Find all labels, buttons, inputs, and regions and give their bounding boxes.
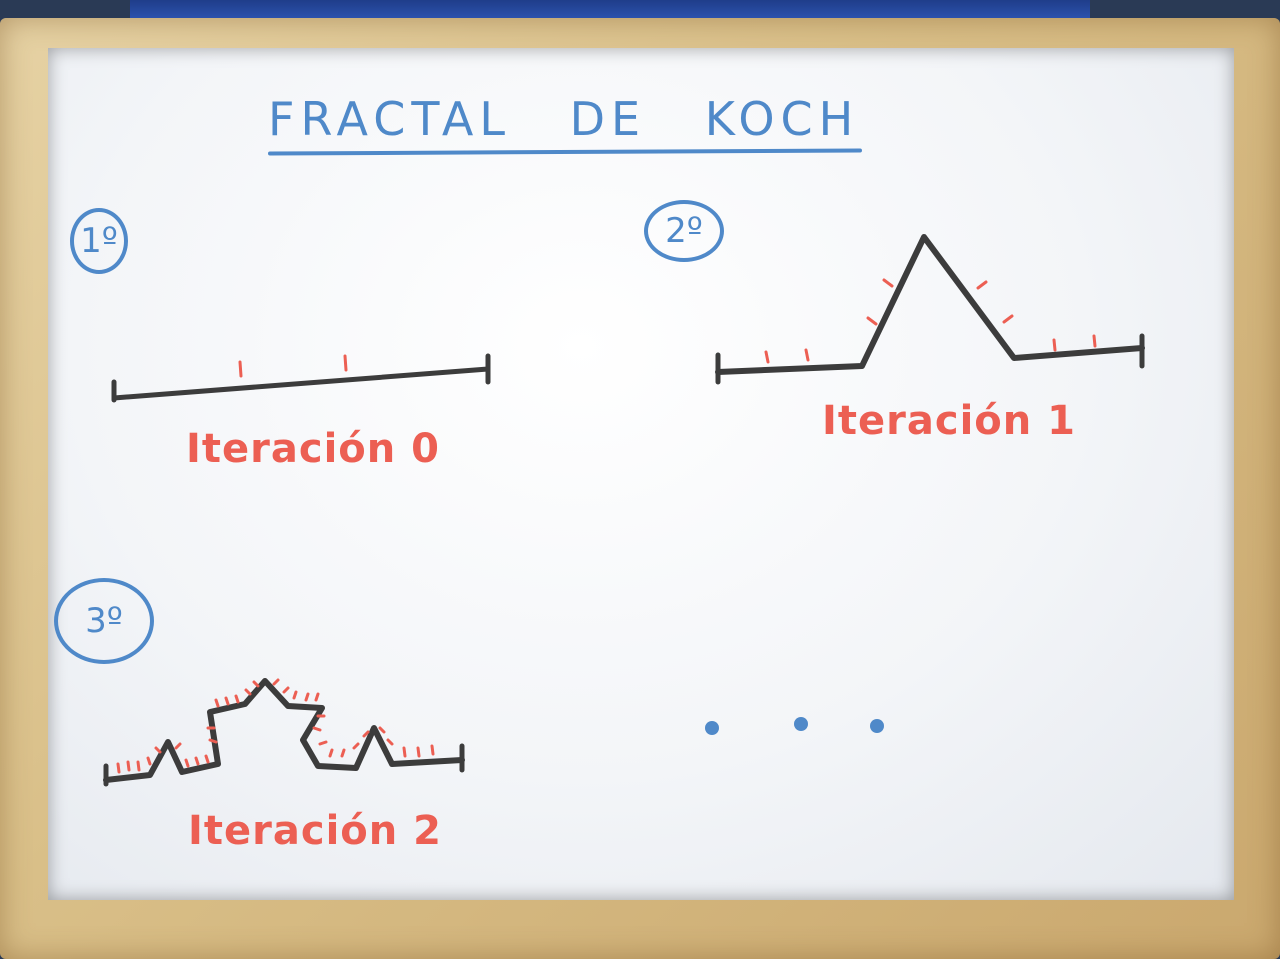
caption-iteration-2: Iteración 2: [188, 808, 442, 854]
whiteboard: [48, 48, 1234, 900]
koch-iteration-0-drawing: [111, 353, 491, 403]
step-badge-2: 2º: [644, 200, 724, 262]
ellipsis-dots: [705, 717, 884, 735]
board-title: FRACTAL DE KOCH: [268, 92, 860, 146]
step-badge-3: 3º: [54, 578, 154, 664]
red-tick-marks: [116, 678, 435, 774]
caption-iteration-0: Iteración 0: [186, 426, 440, 472]
step-badge-1: 1º: [70, 208, 128, 274]
koch-iteration-1-drawing: [715, 234, 1145, 385]
koch-iteration-2-drawing: [103, 678, 465, 787]
caption-iteration-1: Iteración 1: [822, 398, 1076, 444]
